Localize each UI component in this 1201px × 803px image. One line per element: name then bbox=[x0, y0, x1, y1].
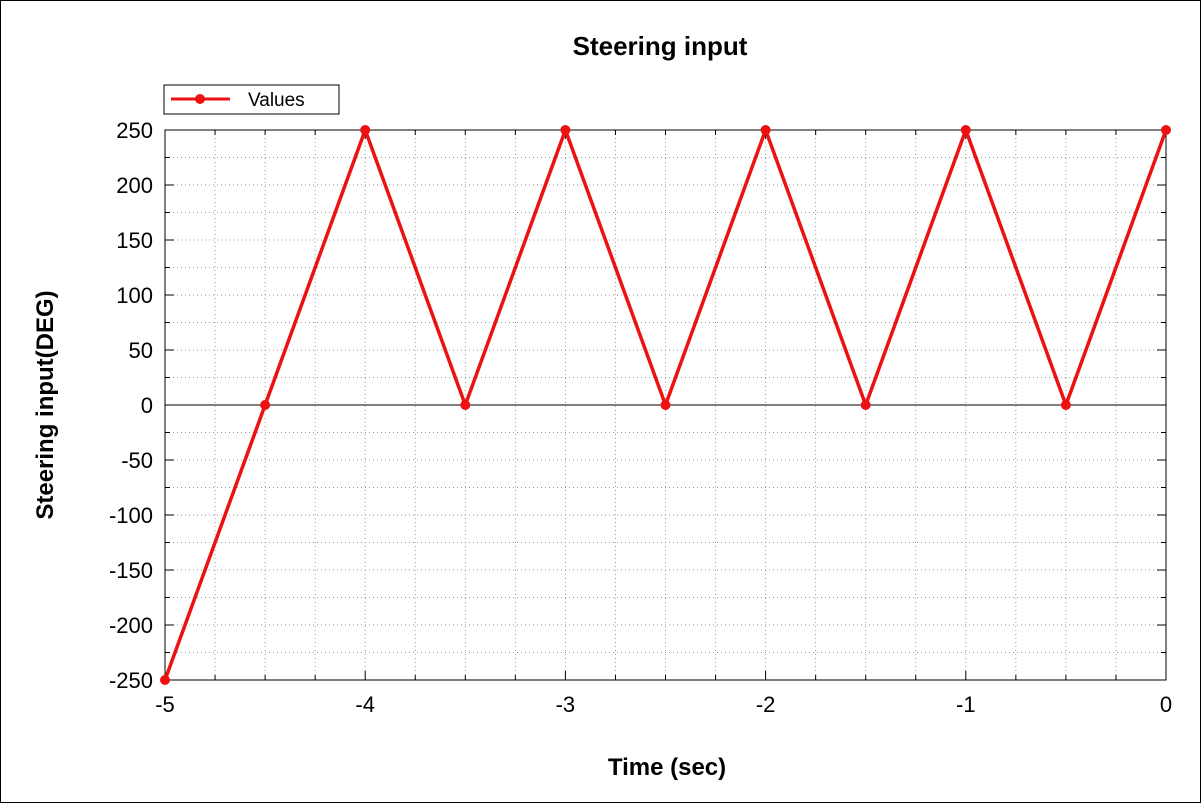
x-tick-label: -1 bbox=[956, 692, 976, 717]
data-point bbox=[760, 125, 771, 135]
x-tick-labels: -5 -4 -3 -2 -1 0 bbox=[155, 692, 1172, 717]
data-point bbox=[460, 400, 471, 410]
data-point bbox=[660, 400, 671, 410]
data-point bbox=[960, 125, 971, 135]
data-point bbox=[160, 675, 170, 685]
data-point bbox=[1161, 125, 1171, 135]
y-tick-label: -150 bbox=[109, 558, 153, 583]
chart-title: Steering input bbox=[573, 31, 748, 61]
y-tick-label: 200 bbox=[116, 173, 153, 198]
x-axis-label: Time (sec) bbox=[608, 754, 726, 781]
series-layer bbox=[160, 124, 1171, 685]
y-tick-label: -100 bbox=[109, 503, 153, 528]
data-point bbox=[360, 125, 371, 135]
y-tick-label: 100 bbox=[116, 283, 153, 308]
grid bbox=[165, 130, 1166, 680]
data-point bbox=[860, 400, 871, 410]
y-tick-label: 250 bbox=[116, 118, 153, 143]
legend: Values bbox=[163, 84, 340, 115]
y-tick-label: 150 bbox=[116, 228, 153, 253]
y-tick-label: 50 bbox=[129, 338, 153, 363]
x-tick-label: -2 bbox=[756, 692, 776, 717]
x-tick-label: -3 bbox=[556, 692, 576, 717]
y-tick-labels: 250 200 150 100 50 0 -50 -100 -150 -200 -250 bbox=[109, 118, 153, 693]
y-tick-label: -50 bbox=[121, 448, 153, 473]
legend-marker bbox=[195, 94, 205, 104]
data-point bbox=[560, 125, 571, 135]
data-point bbox=[260, 400, 271, 410]
y-axis-label: Steering input(DEG) bbox=[32, 290, 59, 519]
y-tick-label: 0 bbox=[141, 393, 153, 418]
x-tick-label: -4 bbox=[355, 692, 375, 717]
x-tick-label: -5 bbox=[155, 692, 175, 717]
y-tick-label: -250 bbox=[109, 668, 153, 693]
y-tick-label: -200 bbox=[109, 613, 153, 638]
tick-marks bbox=[164, 129, 1167, 681]
x-tick-label: 0 bbox=[1160, 692, 1172, 717]
legend-label: Values bbox=[248, 90, 305, 111]
data-point bbox=[1060, 400, 1071, 410]
